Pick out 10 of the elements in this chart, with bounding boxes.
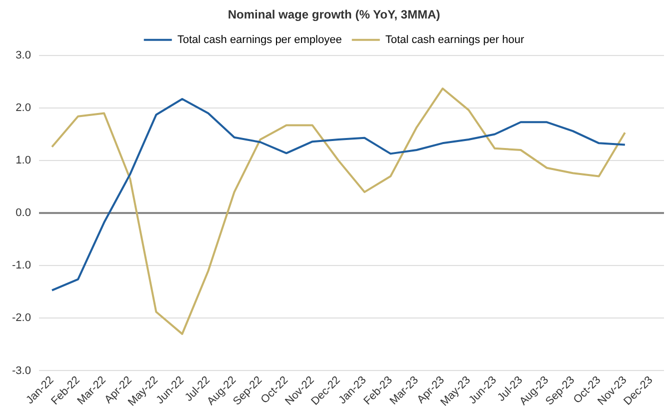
y-tick-label: 0.0 bbox=[16, 207, 31, 220]
y-tick-label: -1.0 bbox=[12, 260, 31, 272]
legend-label: Total cash earnings per employee bbox=[177, 34, 342, 46]
y-tick-label: 2.0 bbox=[16, 102, 31, 114]
y-tick-label: 1.0 bbox=[16, 154, 31, 167]
legend-label: Total cash earnings per hour bbox=[385, 34, 524, 46]
y-tick-label: 3.0 bbox=[16, 49, 31, 62]
y-tick-label: -3.0 bbox=[12, 364, 31, 377]
chart-title: Nominal wage growth (% YoY, 3MMA) bbox=[228, 8, 440, 22]
y-tick-label: -2.0 bbox=[12, 312, 31, 324]
